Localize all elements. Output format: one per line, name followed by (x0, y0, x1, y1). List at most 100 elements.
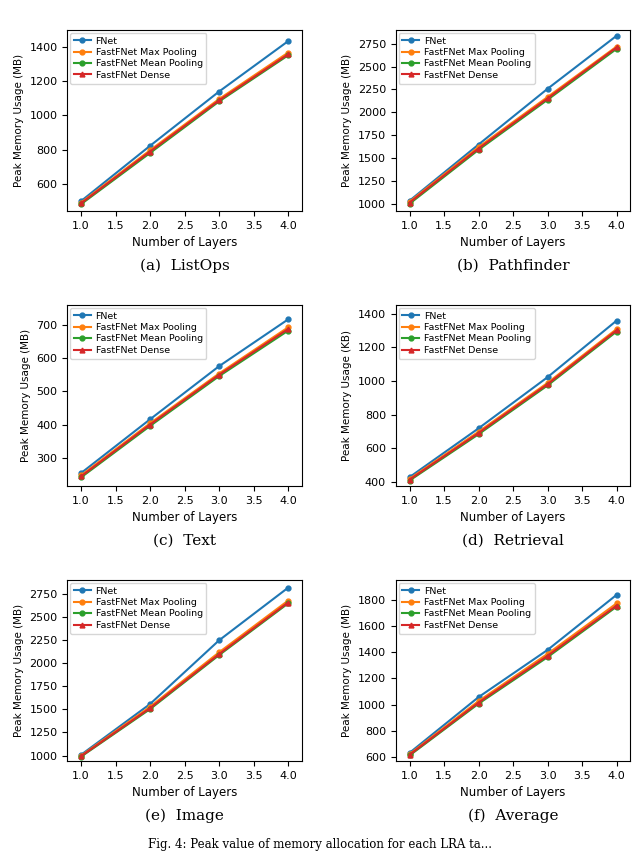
FastFNet Max Pooling (544, 92, 552, 102)
FNet (612, 316, 620, 326)
FastFNet Dense (284, 598, 292, 608)
FNet (475, 692, 483, 703)
Line: FastFNet Mean Pooling: FastFNet Mean Pooling (407, 605, 619, 758)
FastFNet Dense (406, 475, 413, 485)
FNet (544, 83, 552, 94)
Legend: FNet, FastFNet Max Pooling, FastFNet Mean Pooling, FastFNet Dense: FNet, FastFNet Max Pooling, FastFNet Mea… (70, 33, 207, 83)
FastFNet Max Pooling (215, 648, 223, 658)
FNet (146, 415, 154, 425)
FastFNet Mean Pooling (406, 750, 413, 760)
FastFNet Max Pooling (406, 749, 413, 759)
FastFNet Max Pooling (612, 599, 620, 609)
FastFNet Dense (146, 703, 154, 713)
Y-axis label: Peak Memory Usage (MB): Peak Memory Usage (MB) (342, 604, 353, 737)
FNet (612, 31, 620, 41)
Y-axis label: Peak Memory Usage (MB): Peak Memory Usage (MB) (14, 54, 24, 187)
Legend: FNet, FastFNet Max Pooling, FastFNet Mean Pooling, FastFNet Dense: FNet, FastFNet Max Pooling, FastFNet Mea… (70, 308, 207, 359)
Line: FastFNet Mean Pooling: FastFNet Mean Pooling (407, 46, 619, 206)
FNet (475, 139, 483, 150)
Line: FastFNet Mean Pooling: FastFNet Mean Pooling (79, 601, 291, 759)
FastFNet Max Pooling (544, 648, 552, 659)
X-axis label: Number of Layers: Number of Layers (132, 237, 237, 249)
FastFNet Dense (475, 697, 483, 708)
FNet (544, 372, 552, 383)
Text: (a)  ListOps: (a) ListOps (140, 258, 229, 273)
FNet (284, 582, 292, 593)
Line: FastFNet Max Pooling: FastFNet Max Pooling (407, 601, 619, 757)
Line: FastFNet Dense: FastFNet Dense (407, 603, 619, 758)
Text: (e)  Image: (e) Image (145, 808, 224, 823)
FNet (215, 86, 223, 96)
FNet (406, 747, 413, 758)
FastFNet Dense (77, 198, 85, 208)
Y-axis label: Peak Memory Usage (KB): Peak Memory Usage (KB) (342, 330, 353, 461)
FNet (77, 750, 85, 760)
FastFNet Max Pooling (406, 474, 413, 484)
FastFNet Mean Pooling (77, 472, 85, 482)
Line: FastFNet Max Pooling: FastFNet Max Pooling (79, 325, 291, 478)
Y-axis label: Peak Memory Usage (MB): Peak Memory Usage (MB) (342, 54, 352, 187)
FastFNet Max Pooling (146, 145, 154, 156)
Text: (d)  Retrieval: (d) Retrieval (462, 533, 564, 547)
X-axis label: Number of Layers: Number of Layers (460, 786, 566, 800)
FastFNet Mean Pooling (77, 752, 85, 762)
FastFNet Max Pooling (284, 322, 292, 333)
FastFNet Max Pooling (215, 94, 223, 104)
FastFNet Max Pooling (77, 470, 85, 481)
FastFNet Max Pooling (612, 324, 620, 335)
Line: FNet: FNet (407, 34, 619, 203)
FastFNet Max Pooling (284, 595, 292, 605)
Line: FastFNet Dense: FastFNet Dense (79, 600, 291, 759)
Text: (b)  Pathfinder: (b) Pathfinder (457, 258, 570, 273)
Y-axis label: Peak Memory Usage (MB): Peak Memory Usage (MB) (13, 604, 24, 737)
FastFNet Mean Pooling (284, 326, 292, 336)
FastFNet Dense (215, 649, 223, 660)
Text: (c)  Text: (c) Text (153, 533, 216, 547)
FastFNet Dense (544, 651, 552, 661)
FastFNet Mean Pooling (544, 652, 552, 662)
X-axis label: Number of Layers: Number of Layers (460, 512, 566, 525)
Y-axis label: Peak Memory Usage (MB): Peak Memory Usage (MB) (20, 329, 31, 462)
Line: FastFNet Max Pooling: FastFNet Max Pooling (407, 44, 619, 204)
X-axis label: Number of Layers: Number of Layers (460, 237, 566, 249)
FastFNet Max Pooling (475, 427, 483, 437)
FastFNet Dense (406, 750, 413, 760)
FNet (146, 699, 154, 710)
FastFNet Mean Pooling (544, 380, 552, 390)
Line: FNet: FNet (407, 318, 619, 480)
FastFNet Dense (406, 198, 413, 208)
FastFNet Dense (612, 325, 620, 335)
FastFNet Mean Pooling (475, 429, 483, 439)
FastFNet Max Pooling (475, 142, 483, 152)
FastFNet Dense (544, 93, 552, 103)
FNet (215, 361, 223, 372)
FNet (406, 472, 413, 482)
FNet (215, 636, 223, 646)
FastFNet Max Pooling (77, 198, 85, 208)
FastFNet Dense (215, 370, 223, 380)
FNet (544, 645, 552, 655)
FastFNet Dense (612, 42, 620, 52)
FastFNet Dense (146, 420, 154, 430)
Legend: FNet, FastFNet Max Pooling, FastFNet Mean Pooling, FastFNet Dense: FNet, FastFNet Max Pooling, FastFNet Mea… (70, 583, 207, 634)
Legend: FNet, FastFNet Max Pooling, FastFNet Mean Pooling, FastFNet Dense: FNet, FastFNet Max Pooling, FastFNet Mea… (399, 308, 535, 359)
Line: FastFNet Dense: FastFNet Dense (79, 52, 291, 206)
Text: Fig. 4: Peak value of memory allocation for each LRA ta...: Fig. 4: Peak value of memory allocation … (148, 838, 492, 851)
Line: FastFNet Mean Pooling: FastFNet Mean Pooling (407, 329, 619, 483)
FastFNet Dense (146, 146, 154, 157)
FNet (406, 195, 413, 206)
FNet (284, 36, 292, 46)
FastFNet Dense (284, 49, 292, 59)
FNet (77, 468, 85, 478)
FastFNet Mean Pooling (406, 199, 413, 209)
FastFNet Max Pooling (612, 41, 620, 52)
FastFNet Mean Pooling (544, 95, 552, 105)
X-axis label: Number of Layers: Number of Layers (132, 786, 237, 800)
FastFNet Mean Pooling (215, 371, 223, 381)
Line: FastFNet Mean Pooling: FastFNet Mean Pooling (79, 53, 291, 206)
Line: FastFNet Mean Pooling: FastFNet Mean Pooling (79, 329, 291, 480)
FastFNet Mean Pooling (612, 44, 620, 54)
FNet (475, 423, 483, 433)
FastFNet Mean Pooling (406, 476, 413, 486)
FastFNet Dense (475, 144, 483, 154)
